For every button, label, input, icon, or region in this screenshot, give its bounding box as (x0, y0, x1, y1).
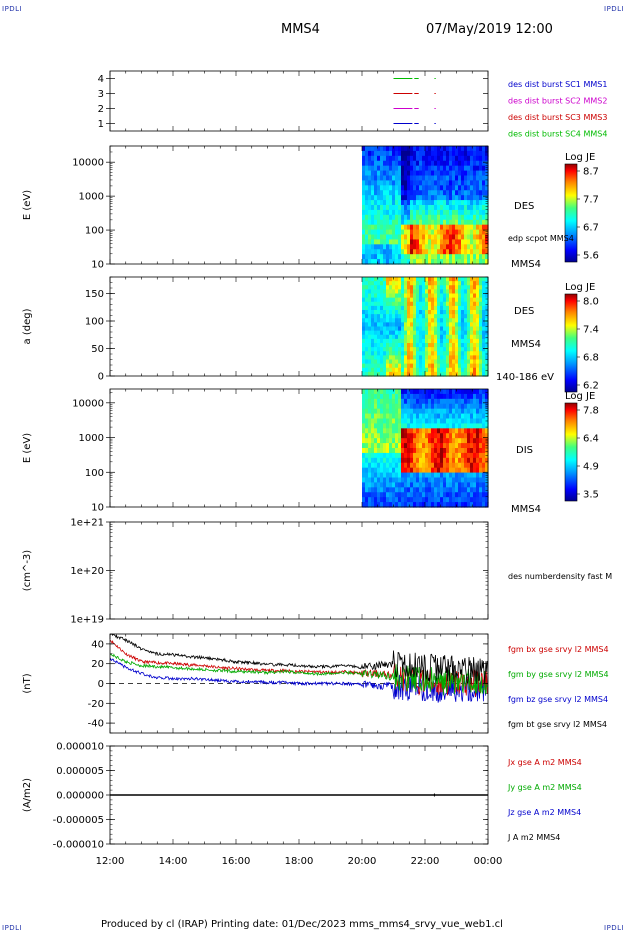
des-energy-ytick-label: 10000 (72, 158, 104, 169)
bfield-ytick-label: 20 (91, 659, 104, 670)
density-ytick-label: 1e+19 (70, 615, 104, 626)
des-pitch-ytick-label: 50 (91, 344, 104, 355)
time-tick-label: 22:00 (411, 856, 440, 867)
dis-energy-ylabel: E (eV) (22, 433, 33, 463)
colorbar-tick-label: 6.2 (583, 381, 599, 392)
colorbar-tick-label: 3.5 (583, 490, 599, 501)
colorbar-title: Log JE (565, 282, 595, 293)
dis-energy-label: DIS (516, 445, 533, 456)
current-legend-entry: Jz gse A m2 MMS4 (507, 808, 581, 817)
corner-tag-top-right: IPDLI (604, 5, 625, 13)
des-pitch-sc-label: MMS4 (511, 339, 541, 350)
colorbar-tick-label: 7.4 (583, 325, 599, 336)
dis-energy-ytick-label: 10000 (72, 398, 104, 409)
current-ytick-label: -0.000005 (53, 815, 104, 826)
colorbar (564, 163, 578, 263)
colorbar-tick-label: 5.6 (583, 251, 599, 262)
corner-tag-bottom-left: IPDLI (2, 924, 23, 932)
burst-legend-entry: des dist burst SC2 MMS2 (508, 97, 607, 106)
current-ytick-label: -0.000010 (53, 840, 104, 851)
des-pitch-ytick-label: 0 (98, 372, 104, 383)
des-pitch-ytick-label: 100 (85, 317, 104, 328)
colorbar-tick-label: 6.4 (583, 434, 599, 445)
dis-energy-ytick-label: 100 (85, 468, 104, 479)
colorbar (564, 293, 578, 393)
bfield-series-line (110, 657, 488, 703)
energy-range-label: 140-186 eV (496, 372, 554, 383)
colorbar-tick-label: 6.8 (583, 353, 599, 364)
des-energy-spectrogram (362, 146, 489, 265)
des-pitch-spectrogram (362, 277, 489, 377)
bfield-series-line (110, 653, 488, 696)
des-energy-ytick-label: 1000 (79, 192, 104, 203)
dis-energy-ytick-label: 10 (91, 503, 104, 514)
time-tick-label: 14:00 (159, 856, 188, 867)
des-pitch-label: DES (514, 306, 534, 317)
bfield-ytick-label: -20 (88, 699, 104, 710)
current-legend-entry: J A m2 MMS4 (507, 833, 560, 842)
panel-frame (109, 70, 489, 132)
corner-tag-top-left: IPDLI (2, 5, 23, 13)
corner-tag-bottom-right: IPDLI (604, 924, 625, 932)
des-pitch-ylabel: a (deg) (22, 308, 33, 344)
bfield-series-group (110, 634, 488, 703)
current-ylabel: (A/m2) (22, 778, 33, 812)
time-tick-label: 12:00 (96, 856, 125, 867)
colorbar-title: Log JE (565, 152, 595, 163)
dis-energy-sc-label: MMS4 (511, 504, 541, 515)
time-tick-label: 16:00 (222, 856, 251, 867)
current-ytick-label: 0.000005 (56, 766, 104, 777)
colorbar-tick-label: 7.7 (583, 195, 599, 206)
current-legend-entry: Jx gse A m2 MMS4 (507, 758, 582, 767)
dis-energy-spectrogram (362, 389, 489, 508)
des-energy-sc-label: MMS4 (511, 259, 541, 270)
burst-legend-entry: des dist burst SC3 MMS3 (508, 113, 607, 122)
bfield-ytick-label: -40 (88, 719, 104, 730)
burst-ytick-label: 1 (98, 119, 104, 130)
bfield-ylabel: (nT) (22, 673, 33, 693)
colorbar (564, 402, 578, 502)
density-ytick-label: 1e+21 (70, 518, 104, 529)
dis-energy-ytick-label: 1000 (79, 433, 104, 444)
des-energy-ytick-label: 10 (91, 260, 104, 271)
footer-credits: Produced by cl (IRAP) Printing date: 01/… (101, 919, 503, 930)
bfield-legend-entry: fgm bz gse srvy l2 MMS4 (508, 695, 608, 704)
colorbar-tick-label: 8.0 (583, 297, 599, 308)
date-title: 07/May/2019 12:00 (426, 22, 553, 37)
density-legend-entry: des numberdensity fast M (508, 572, 612, 581)
colorbar-tick-label: 6.7 (583, 223, 599, 234)
colorbar-tick-label: 7.8 (583, 406, 599, 417)
des-pitch-ytick-label: 150 (85, 289, 104, 300)
des-energy-ytick-label: 100 (85, 226, 104, 237)
spacecraft-title: MMS4 (281, 22, 320, 37)
colorbar-tick-label: 8.7 (583, 167, 599, 178)
des-energy-ylabel: E (eV) (22, 190, 33, 220)
bfield-series-line (110, 634, 488, 685)
current-ytick-label: 0.000000 (56, 791, 104, 802)
burst-legend-entry: des dist burst SC1 MMS1 (508, 80, 607, 89)
time-tick-label: 00:00 (474, 856, 503, 867)
bfield-legend-entry: fgm bx gse srvy l2 MMS4 (508, 645, 609, 654)
panel-frame (109, 521, 489, 620)
burst-legend-entry: des dist burst SC4 MMS4 (508, 130, 607, 139)
colorbar-title: Log JE (565, 391, 595, 402)
time-tick-label: 20:00 (348, 856, 377, 867)
current-ytick-label: 0.000010 (56, 742, 104, 753)
current-legend-entry: Jy gse A m2 MMS4 (507, 783, 582, 792)
burst-ytick-label: 3 (98, 89, 104, 100)
bfield-legend-entry: fgm bt gse srvy l2 MMS4 (508, 720, 607, 729)
des-energy-label: DES (514, 201, 534, 212)
edp-scpot-label: edp scpot MMS4 (508, 234, 574, 243)
bfield-ytick-label: 40 (91, 639, 104, 650)
density-ytick-label: 1e+20 (70, 566, 104, 577)
time-tick-label: 18:00 (285, 856, 314, 867)
bfield-ytick-label: 0 (98, 679, 104, 690)
burst-ytick-label: 4 (98, 74, 104, 85)
colorbar-tick-label: 4.9 (583, 462, 599, 473)
density-ylabel: (cm^-3) (22, 550, 33, 591)
bfield-legend-entry: fgm by gse srvy l2 MMS4 (508, 670, 609, 679)
burst-ytick-label: 2 (98, 104, 104, 115)
